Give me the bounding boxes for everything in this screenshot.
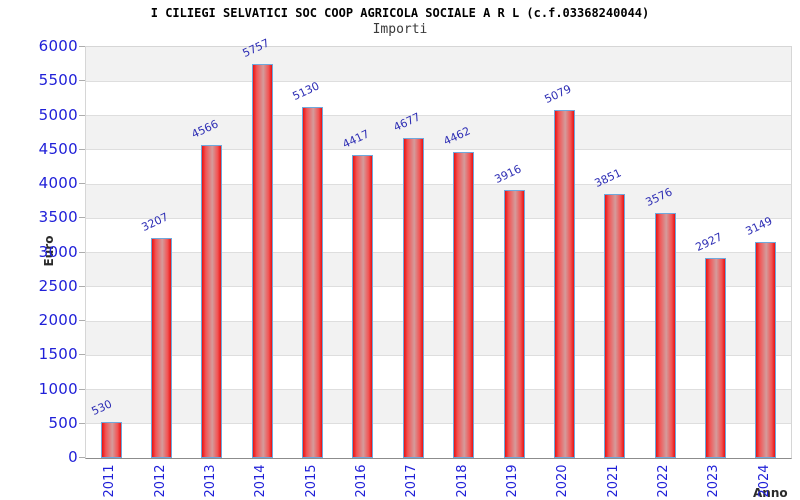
gridline bbox=[86, 354, 791, 356]
y-tick-mark bbox=[79, 148, 85, 150]
bar-2019 bbox=[503, 189, 525, 458]
x-tick-label: 2011 bbox=[102, 464, 118, 498]
plot-band bbox=[86, 218, 791, 253]
y-tick-label: 4000 bbox=[38, 174, 78, 192]
x-tick-label: 2012 bbox=[152, 464, 168, 498]
y-tick-label: 3500 bbox=[38, 208, 78, 227]
gridline bbox=[86, 286, 791, 288]
bar-2013 bbox=[201, 145, 223, 458]
x-axis-title: Anno bbox=[753, 486, 788, 500]
y-tick-label: 3000 bbox=[38, 242, 78, 261]
y-tick-label: 1000 bbox=[38, 379, 78, 398]
y-tick-label: 1500 bbox=[38, 345, 78, 364]
bar-2016 bbox=[352, 155, 374, 458]
x-tick-label: 2015 bbox=[303, 464, 319, 498]
y-tick-label: 6000 bbox=[38, 37, 78, 55]
x-tick-label: 2013 bbox=[202, 464, 218, 498]
gridline bbox=[86, 423, 791, 425]
y-tick-mark bbox=[79, 457, 85, 458]
plot-band bbox=[86, 423, 791, 458]
chart-title: I CILIEGI SELVATICI SOC COOP AGRICOLA SO… bbox=[150, 6, 650, 20]
plot-band bbox=[86, 115, 791, 150]
x-tick-label: 2019 bbox=[505, 464, 521, 498]
x-tick-label: 2018 bbox=[454, 464, 470, 498]
y-tick-label: 2000 bbox=[38, 311, 78, 329]
y-tick-mark bbox=[79, 251, 85, 253]
gridline bbox=[86, 320, 791, 322]
y-tick-mark bbox=[79, 46, 85, 47]
plot-band bbox=[86, 286, 791, 321]
y-tick-label: 0 bbox=[68, 448, 78, 466]
chart-subtitle: Importi bbox=[372, 22, 428, 37]
y-tick-mark bbox=[79, 114, 85, 116]
y-tick-label: 500 bbox=[48, 413, 78, 432]
bar-2024 bbox=[755, 242, 777, 458]
plot-band bbox=[86, 149, 791, 184]
bar-2017 bbox=[402, 137, 424, 458]
plot-band bbox=[86, 355, 791, 390]
y-tick-mark bbox=[79, 285, 85, 287]
plot-band bbox=[86, 81, 791, 116]
x-tick-label: 2014 bbox=[253, 464, 269, 498]
gridline bbox=[86, 115, 791, 116]
y-tick-label: 4500 bbox=[38, 139, 78, 158]
gridline bbox=[86, 389, 791, 390]
bar-2011 bbox=[100, 421, 122, 458]
y-tick-mark bbox=[79, 354, 85, 356]
bar-2015 bbox=[302, 106, 324, 458]
x-tick-label: 2020 bbox=[555, 464, 571, 498]
x-tick-label: 2022 bbox=[656, 464, 672, 498]
bar-2021 bbox=[604, 194, 626, 458]
plot-area: 530 3207 4566 5757 5130 4417 4677 4462 3916 5079 3… bbox=[85, 36, 792, 459]
bar-2012 bbox=[151, 238, 173, 458]
x-tick-label: 2023 bbox=[706, 464, 722, 498]
bar-2023 bbox=[704, 257, 726, 458]
x-tick-label: 2021 bbox=[605, 464, 621, 498]
x-tick-label: 2024 bbox=[756, 464, 772, 498]
gridline bbox=[86, 217, 791, 219]
y-tick-mark bbox=[79, 183, 85, 184]
gridline bbox=[86, 80, 791, 82]
plot-band bbox=[86, 321, 791, 356]
x-tick-label: 2016 bbox=[353, 464, 369, 498]
x-tick-label: 2017 bbox=[404, 464, 420, 498]
y-tick-mark bbox=[79, 422, 85, 424]
plot-band bbox=[86, 47, 791, 82]
y-tick-mark bbox=[79, 217, 85, 219]
bar-2020 bbox=[553, 110, 575, 458]
plot-band bbox=[86, 389, 791, 424]
bar-2022 bbox=[654, 213, 676, 458]
gridline bbox=[86, 252, 791, 253]
y-tick-label: 5500 bbox=[38, 71, 78, 90]
y-tick-mark bbox=[79, 320, 85, 321]
gridline bbox=[86, 183, 791, 185]
bar-2018 bbox=[453, 152, 475, 458]
gridline bbox=[86, 149, 791, 151]
y-tick-label: 5000 bbox=[38, 105, 78, 124]
y-tick-mark bbox=[79, 388, 85, 390]
plot-band bbox=[86, 184, 791, 219]
y-tick-mark bbox=[79, 80, 85, 82]
bar-2014 bbox=[251, 63, 273, 458]
plot-band bbox=[86, 252, 791, 287]
y-tick-label: 2500 bbox=[38, 276, 78, 295]
